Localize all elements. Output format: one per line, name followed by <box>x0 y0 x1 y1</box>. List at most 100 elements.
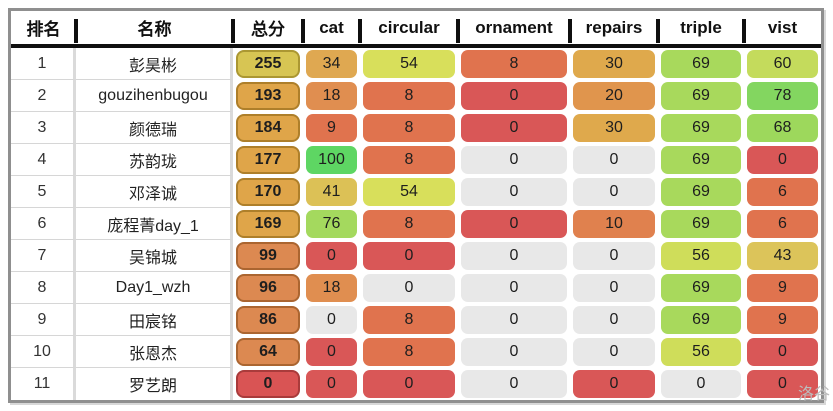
score-cell-vist: 0 <box>744 144 821 176</box>
watermark-text: 洛谷 <box>797 386 830 403</box>
score-pill: 18 <box>306 82 357 110</box>
table-row: 11 罗艺朗 0 0 0 0 0 0 0 <box>11 368 821 400</box>
score-pill: 0 <box>573 178 655 206</box>
score-cell-repairs: 0 <box>570 368 658 400</box>
score-pill: 43 <box>747 242 818 270</box>
name-cell: 吴锦城 <box>76 240 233 272</box>
score-cell-circular: 54 <box>360 48 458 80</box>
total-cell: 170 <box>233 176 303 208</box>
score-cell-ornament: 8 <box>458 48 570 80</box>
score-pill: 0 <box>573 146 655 174</box>
score-cell-repairs: 0 <box>570 240 658 272</box>
score-cell-vist: 9 <box>744 272 821 304</box>
score-cell-circular: 8 <box>360 336 458 368</box>
table-row: 1 彭昊彬 255 34 54 8 30 69 60 <box>11 48 821 80</box>
score-cell-triple: 69 <box>658 208 744 240</box>
score-cell-circular: 8 <box>360 304 458 336</box>
score-cell-repairs: 30 <box>570 112 658 144</box>
score-pill: 56 <box>661 338 741 366</box>
rank-cell: 10 <box>11 336 76 368</box>
score-cell-vist: 9 <box>744 304 821 336</box>
header-ornament: ornament <box>458 11 572 44</box>
score-cell-cat: 18 <box>303 272 360 304</box>
score-pill: 0 <box>363 370 455 398</box>
rank-cell: 5 <box>11 176 76 208</box>
score-pill: 69 <box>661 178 741 206</box>
header-triple: triple <box>658 11 746 44</box>
score-pill: 54 <box>363 50 455 78</box>
score-cell-cat: 0 <box>303 240 360 272</box>
table-row: 5 邓泽诚 170 41 54 0 0 69 6 <box>11 176 821 208</box>
score-pill: 30 <box>573 50 655 78</box>
score-pill: 0 <box>661 370 741 398</box>
score-cell-triple: 56 <box>658 336 744 368</box>
score-pill: 0 <box>363 242 455 270</box>
score-pill: 9 <box>747 274 818 302</box>
score-pill: 0 <box>461 178 567 206</box>
rank-cell: 6 <box>11 208 76 240</box>
total-score-pill: 86 <box>236 306 300 334</box>
table-row: 10 张恩杰 64 0 8 0 0 56 0 <box>11 336 821 368</box>
score-cell-triple: 69 <box>658 272 744 304</box>
score-pill: 0 <box>461 370 567 398</box>
score-cell-vist: 0 <box>744 368 821 400</box>
name-cell: 田宸铭 <box>76 304 233 336</box>
score-cell-ornament: 0 <box>458 144 570 176</box>
rank-cell: 9 <box>11 304 76 336</box>
rank-cell: 4 <box>11 144 76 176</box>
name-cell: 邓泽诚 <box>76 176 233 208</box>
score-cell-circular: 8 <box>360 112 458 144</box>
score-pill: 0 <box>461 274 567 302</box>
table-row: 4 苏韵珑 177 100 8 0 0 69 0 <box>11 144 821 176</box>
score-pill: 9 <box>306 114 357 142</box>
score-cell-vist: 78 <box>744 80 821 112</box>
score-cell-cat: 0 <box>303 368 360 400</box>
score-pill: 69 <box>661 114 741 142</box>
name-cell: 苏韵珑 <box>76 144 233 176</box>
header-total: 总分 <box>233 11 305 44</box>
score-pill: 100 <box>306 146 357 174</box>
rank-cell: 11 <box>11 368 76 400</box>
score-cell-cat: 18 <box>303 80 360 112</box>
score-cell-repairs: 0 <box>570 336 658 368</box>
score-cell-circular: 8 <box>360 80 458 112</box>
table-row: 7 吴锦城 99 0 0 0 0 56 43 <box>11 240 821 272</box>
score-pill: 8 <box>363 306 455 334</box>
score-pill: 0 <box>363 274 455 302</box>
score-pill: 0 <box>461 114 567 142</box>
header-rank: 排名 <box>11 11 78 44</box>
score-cell-vist: 68 <box>744 112 821 144</box>
score-pill: 0 <box>573 338 655 366</box>
score-pill: 0 <box>573 370 655 398</box>
score-pill: 20 <box>573 82 655 110</box>
score-cell-cat: 9 <box>303 112 360 144</box>
score-cell-cat: 34 <box>303 48 360 80</box>
total-score-pill: 170 <box>236 178 300 206</box>
score-pill: 8 <box>363 210 455 238</box>
score-cell-ornament: 0 <box>458 368 570 400</box>
score-cell-vist: 6 <box>744 208 821 240</box>
score-pill: 34 <box>306 50 357 78</box>
score-cell-circular: 0 <box>360 272 458 304</box>
score-pill: 60 <box>747 50 818 78</box>
score-pill: 69 <box>661 82 741 110</box>
score-cell-ornament: 0 <box>458 336 570 368</box>
table-header-row: 排名 名称 总分 cat circular ornament repairs t… <box>11 11 821 48</box>
header-cat: cat <box>303 11 362 44</box>
rank-cell: 2 <box>11 80 76 112</box>
score-cell-vist: 43 <box>744 240 821 272</box>
score-cell-repairs: 20 <box>570 80 658 112</box>
score-pill: 69 <box>661 306 741 334</box>
table-row: 2 gouzihenbugou 193 18 8 0 20 69 78 <box>11 80 821 112</box>
score-pill: 0 <box>461 210 567 238</box>
rank-cell: 8 <box>11 272 76 304</box>
total-cell: 193 <box>233 80 303 112</box>
total-score-pill: 255 <box>236 50 300 78</box>
table-row: 6 庞程菁day_1 169 76 8 0 10 69 6 <box>11 208 821 240</box>
score-cell-cat: 0 <box>303 304 360 336</box>
header-repairs: repairs <box>570 11 660 44</box>
total-cell: 99 <box>233 240 303 272</box>
total-score-pill: 177 <box>236 146 300 174</box>
score-cell-cat: 76 <box>303 208 360 240</box>
